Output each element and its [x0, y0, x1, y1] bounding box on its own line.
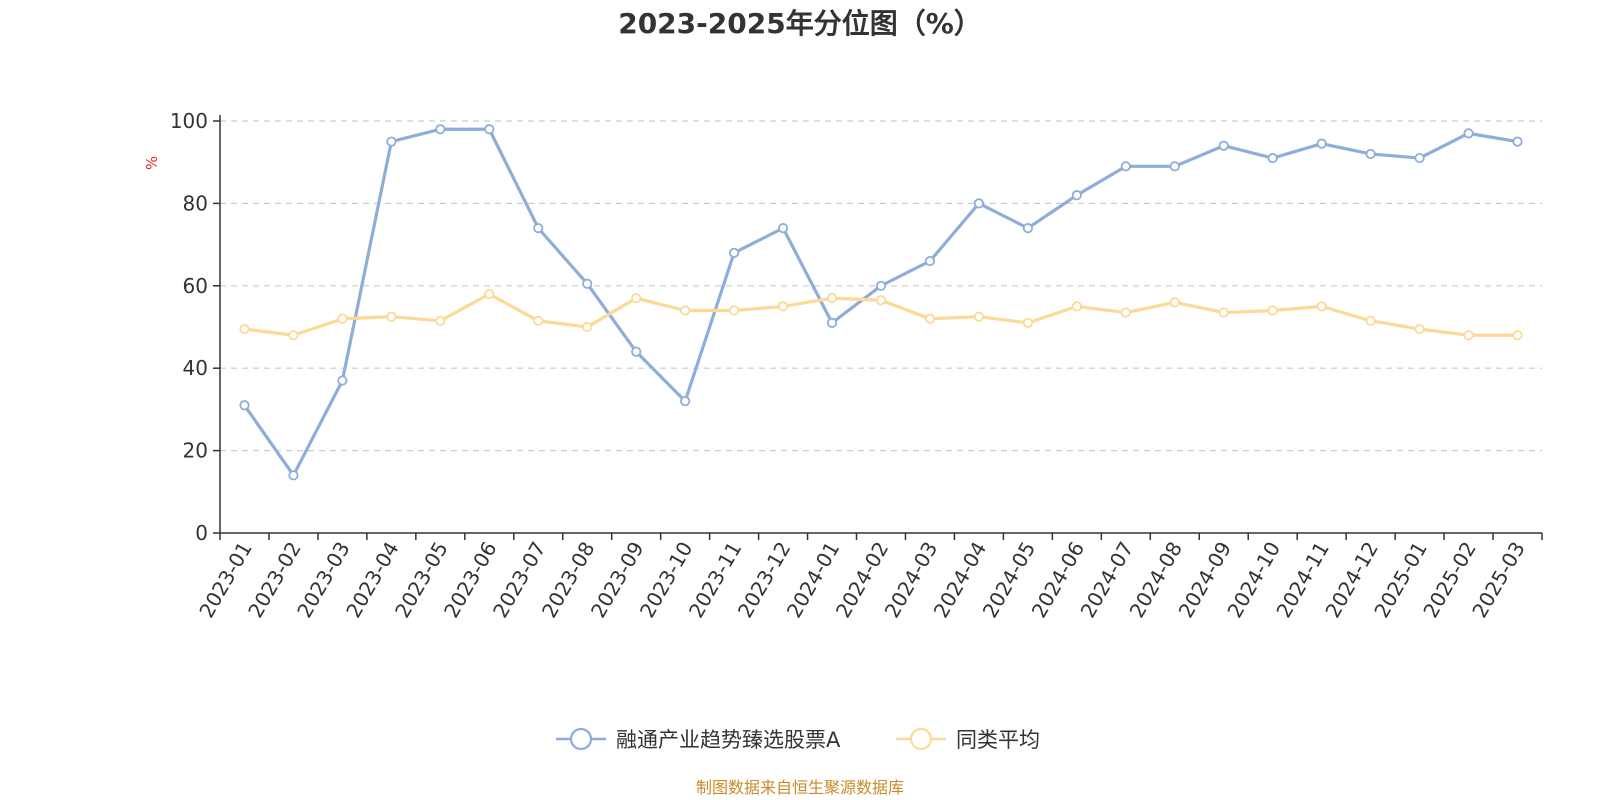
- data-point-0-14[interactable]: [924, 255, 936, 267]
- data-point-0-15[interactable]: [973, 198, 985, 209]
- data-point-0-26[interactable]: [1512, 136, 1523, 147]
- data-point-0-19[interactable]: [1169, 161, 1180, 172]
- data-point-1-20[interactable]: [1218, 307, 1229, 318]
- data-point-0-11[interactable]: [777, 223, 789, 234]
- y-tick-label: 40: [183, 356, 208, 380]
- y-tick-label: 0: [195, 521, 208, 545]
- y-tick-label: 60: [183, 274, 208, 298]
- data-point-0-21[interactable]: [1267, 152, 1278, 164]
- axes: 0204060801002023-012023-022023-032023-04…: [170, 109, 1543, 622]
- data-point-0-18[interactable]: [1120, 161, 1131, 172]
- data-point-1-12[interactable]: [826, 293, 838, 304]
- data-point-1-14[interactable]: [924, 313, 936, 324]
- y-axis-unit: %: [143, 156, 161, 170]
- data-point-0-4[interactable]: [435, 124, 446, 135]
- data-point-1-25[interactable]: [1463, 330, 1474, 341]
- data-point-1-23[interactable]: [1365, 315, 1376, 326]
- y-tick-label: 100: [170, 109, 208, 133]
- data-point-0-5[interactable]: [484, 124, 495, 135]
- legend-label: 同类平均: [956, 728, 1040, 752]
- data-point-0-12[interactable]: [826, 317, 838, 328]
- data-point-0-0[interactable]: [239, 400, 250, 411]
- data-point-1-1[interactable]: [288, 330, 299, 341]
- data-point-1-7[interactable]: [582, 321, 593, 333]
- data-point-1-3[interactable]: [386, 311, 397, 322]
- data-point-0-17[interactable]: [1071, 190, 1082, 201]
- data-point-0-16[interactable]: [1022, 223, 1033, 234]
- data-point-1-21[interactable]: [1267, 305, 1278, 316]
- legend: 融通产业趋势臻选股票A 同类平均: [556, 727, 1040, 752]
- data-point-1-19[interactable]: [1169, 297, 1180, 308]
- data-point-1-16[interactable]: [1022, 317, 1033, 328]
- source-note: 制图数据来自恒生聚源数据库: [696, 778, 904, 797]
- data-point-1-22[interactable]: [1316, 301, 1327, 312]
- data-point-1-10[interactable]: [729, 305, 740, 316]
- legend-item-1[interactable]: 同类平均: [896, 727, 1040, 752]
- data-point-0-23[interactable]: [1365, 148, 1376, 160]
- legend-circle-icon: [909, 727, 933, 751]
- legend-label: 融通产业趋势臻选股票A: [616, 728, 841, 752]
- chart-title: 2023-2025年分位图（%）: [618, 7, 982, 40]
- data-point-1-5[interactable]: [484, 288, 495, 300]
- data-point-1-11[interactable]: [777, 301, 789, 312]
- data-point-1-15[interactable]: [973, 311, 985, 322]
- y-tick-label: 20: [183, 439, 208, 463]
- data-point-0-13[interactable]: [875, 280, 887, 291]
- data-point-0-6[interactable]: [533, 223, 544, 234]
- data-point-1-6[interactable]: [533, 315, 544, 326]
- data-point-1-8[interactable]: [631, 293, 642, 304]
- data-point-1-2[interactable]: [337, 313, 348, 324]
- data-point-0-2[interactable]: [337, 375, 348, 386]
- data-point-1-13[interactable]: [875, 295, 887, 306]
- y-tick-label: 80: [183, 191, 208, 215]
- data-point-0-1[interactable]: [288, 470, 299, 481]
- data-point-1-17[interactable]: [1071, 301, 1082, 312]
- data-point-1-26[interactable]: [1512, 330, 1523, 341]
- legend-circle-icon: [569, 727, 593, 751]
- data-point-1-9[interactable]: [680, 305, 691, 316]
- data-point-0-3[interactable]: [386, 136, 397, 147]
- data-point-0-24[interactable]: [1414, 152, 1425, 164]
- data-point-1-18[interactable]: [1120, 307, 1131, 318]
- legend-item-0[interactable]: 融通产业趋势臻选股票A: [556, 727, 841, 752]
- data-point-1-24[interactable]: [1414, 323, 1425, 335]
- data-point-0-7[interactable]: [582, 278, 593, 289]
- data-point-0-10[interactable]: [729, 247, 740, 258]
- series-lines: [239, 124, 1523, 481]
- data-point-0-9[interactable]: [680, 396, 691, 407]
- data-point-0-20[interactable]: [1218, 140, 1229, 151]
- data-point-1-4[interactable]: [435, 315, 446, 326]
- data-point-0-22[interactable]: [1316, 138, 1327, 149]
- data-point-1-0[interactable]: [239, 323, 250, 335]
- data-point-0-8[interactable]: [631, 346, 642, 357]
- data-point-0-25[interactable]: [1463, 128, 1474, 139]
